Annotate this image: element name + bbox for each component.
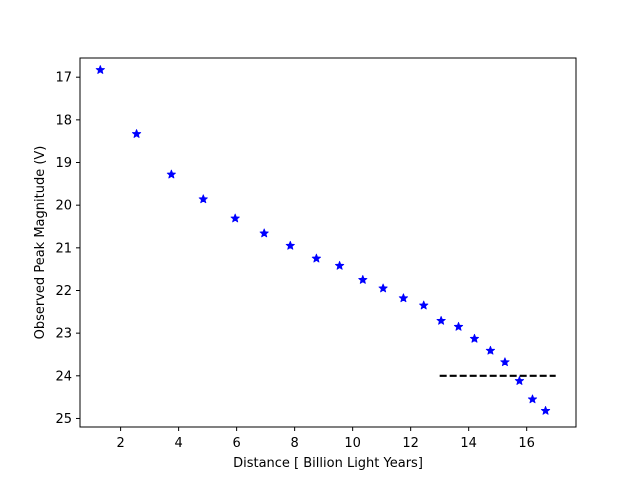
data-point-star [398, 293, 408, 303]
data-point-star [500, 357, 510, 367]
y-tick-label: 25 [55, 412, 72, 427]
data-point-star [485, 345, 496, 355]
y-tick-label: 18 [55, 113, 72, 128]
data-point-star [540, 405, 551, 415]
y-tick-label: 20 [55, 199, 72, 214]
y-tick-label: 22 [55, 284, 72, 299]
x-tick-label: 6 [232, 436, 240, 451]
x-axis-label: Distance [ Billion Light Years] [233, 456, 423, 471]
plot-content [95, 65, 556, 415]
x-tick-label: 4 [174, 436, 182, 451]
data-point-star [514, 376, 525, 385]
data-point-star [378, 283, 388, 293]
x-tick-label: 16 [518, 436, 535, 451]
data-point-star [335, 260, 345, 270]
y-axis-ticks: 17 18 19 20 21 22 23 24 25 [55, 71, 80, 427]
x-tick-label: 14 [460, 436, 477, 451]
y-tick-label: 19 [55, 156, 72, 171]
data-point-star [95, 65, 105, 74]
x-tick-label: 8 [291, 436, 299, 451]
data-point-star [230, 213, 240, 223]
data-point-star [285, 240, 295, 250]
x-tick-label: 12 [402, 436, 419, 451]
data-point-star [131, 129, 142, 138]
y-tick-label: 23 [55, 327, 72, 342]
y-axis-label: Observed Peak Magnitude (V) [33, 146, 48, 340]
data-point-star [436, 315, 446, 325]
data-point-star [259, 228, 269, 238]
data-point-star [358, 275, 368, 284]
x-tick-label: 10 [344, 436, 361, 451]
y-tick-label: 24 [55, 369, 72, 384]
plot-frame [79, 57, 577, 428]
data-point-star [527, 394, 538, 404]
y-tick-label: 21 [55, 241, 72, 256]
data-point-star [469, 333, 480, 343]
data-point-star [311, 253, 321, 263]
x-tick-label: 2 [116, 436, 124, 451]
x-axis-ticks: 2 4 6 8 10 12 14 16 [116, 427, 535, 451]
data-point-star [198, 194, 208, 204]
data-point-star [419, 300, 429, 310]
y-tick-label: 17 [55, 71, 72, 86]
data-point-star [453, 321, 464, 331]
data-point-star [166, 169, 176, 179]
